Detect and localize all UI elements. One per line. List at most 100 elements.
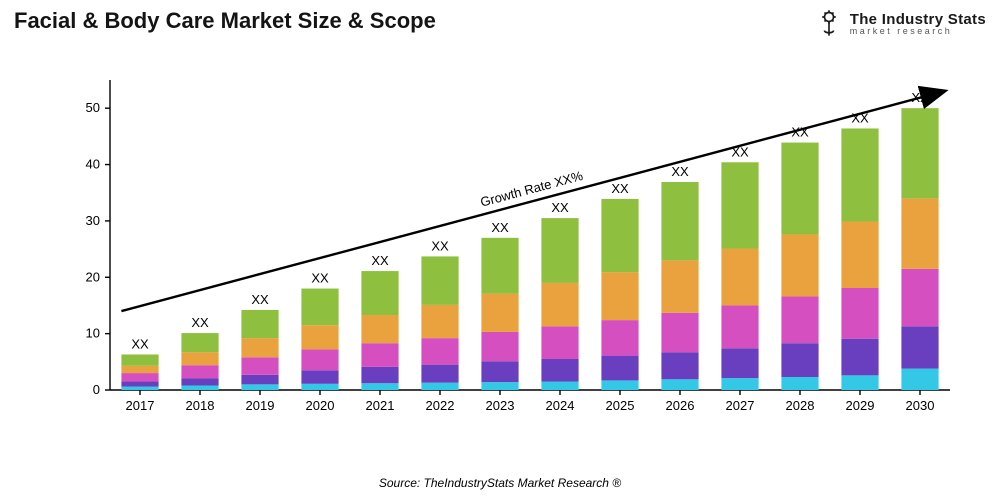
svg-text:2029: 2029 — [846, 398, 875, 413]
bar-segment — [301, 384, 338, 390]
bar-segment — [841, 339, 878, 376]
bar-segment — [901, 269, 938, 326]
bar-segment — [361, 271, 398, 315]
bar-segment — [241, 375, 278, 385]
bar-value-label: XX — [551, 200, 569, 215]
bar-segment — [361, 367, 398, 383]
bar-segment — [121, 387, 158, 390]
svg-text:40: 40 — [86, 157, 100, 172]
svg-text:2017: 2017 — [126, 398, 155, 413]
svg-text:30: 30 — [86, 213, 100, 228]
bar-segment — [781, 143, 818, 235]
bar-segment — [421, 383, 458, 390]
source-caption: Source: TheIndustryStats Market Research… — [0, 476, 1000, 490]
logo-line1: The Industry Stats — [850, 11, 986, 28]
bar-segment — [241, 384, 278, 390]
bar-segment — [241, 338, 278, 357]
svg-text:0: 0 — [93, 382, 100, 397]
growth-arrow — [121, 91, 944, 311]
bar-segment — [361, 383, 398, 390]
bar-segment — [181, 333, 218, 352]
bar-value-label: XX — [371, 253, 389, 268]
growth-rate-label: Growth Rate XX% — [479, 168, 585, 210]
bar-segment — [361, 343, 398, 367]
bar-segment — [361, 315, 398, 343]
bar-segment — [721, 378, 758, 390]
bar-segment — [601, 272, 638, 320]
svg-text:2030: 2030 — [906, 398, 935, 413]
bar-value-label: XX — [311, 271, 329, 286]
bar-segment — [601, 199, 638, 272]
bar-chart: 01020304050USD Million201720182019202020… — [80, 70, 960, 440]
bar-segment — [541, 218, 578, 283]
bar-segment — [481, 361, 518, 382]
bar-value-label: XX — [611, 181, 629, 196]
bar-segment — [181, 378, 218, 385]
bar-segment — [721, 305, 758, 348]
bar-segment — [781, 343, 818, 377]
bar-segment — [721, 249, 758, 306]
bar-segment — [481, 238, 518, 294]
bar-segment — [121, 373, 158, 381]
svg-text:20: 20 — [86, 269, 100, 284]
bar-segment — [901, 326, 938, 368]
bar-segment — [421, 338, 458, 364]
svg-text:2025: 2025 — [606, 398, 635, 413]
bar-segment — [181, 385, 218, 390]
bar-segment — [481, 382, 518, 390]
svg-text:10: 10 — [86, 326, 100, 341]
svg-text:2019: 2019 — [246, 398, 275, 413]
svg-text:50: 50 — [86, 100, 100, 115]
bar-value-label: XX — [491, 220, 509, 235]
bar-segment — [481, 294, 518, 332]
bar-segment — [721, 348, 758, 378]
bar-segment — [721, 162, 758, 248]
bar-segment — [481, 332, 518, 361]
brand-logo: The Industry Stats market research — [814, 8, 986, 38]
bar-segment — [901, 198, 938, 268]
bar-segment — [841, 128, 878, 221]
bar-segment — [301, 349, 338, 370]
chart-title: Facial & Body Care Market Size & Scope — [14, 8, 436, 34]
gear-icon — [814, 8, 844, 38]
bar-segment — [301, 325, 338, 349]
bar-segment — [601, 320, 638, 356]
bar-segment — [661, 352, 698, 379]
svg-text:2026: 2026 — [666, 398, 695, 413]
svg-text:2023: 2023 — [486, 398, 515, 413]
bar-segment — [421, 256, 458, 304]
bar-value-label: XX — [191, 315, 209, 330]
bar-segment — [121, 354, 158, 365]
bar-segment — [121, 382, 158, 387]
bar-segment — [841, 288, 878, 339]
bar-value-label: XX — [251, 292, 269, 307]
bar-segment — [541, 359, 578, 382]
svg-text:2027: 2027 — [726, 398, 755, 413]
bar-segment — [901, 108, 938, 198]
bar-segment — [781, 234, 818, 296]
bar-segment — [241, 357, 278, 374]
svg-text:2018: 2018 — [186, 398, 215, 413]
bar-segment — [541, 283, 578, 326]
bar-value-label: XX — [431, 238, 449, 253]
bar-segment — [661, 313, 698, 352]
bar-value-label: XX — [131, 336, 149, 351]
bar-segment — [601, 380, 638, 390]
bar-segment — [781, 377, 818, 390]
svg-text:2028: 2028 — [786, 398, 815, 413]
bar-segment — [121, 366, 158, 373]
svg-text:2024: 2024 — [546, 398, 575, 413]
bar-segment — [301, 289, 338, 326]
bar-value-label: XX — [671, 164, 689, 179]
bar-segment — [661, 182, 698, 260]
bar-segment — [661, 260, 698, 312]
bar-segment — [841, 221, 878, 288]
bar-segment — [241, 310, 278, 338]
bar-segment — [541, 382, 578, 390]
bar-segment — [181, 365, 218, 378]
bar-segment — [901, 369, 938, 390]
bar-segment — [661, 379, 698, 390]
bar-segment — [421, 305, 458, 338]
svg-text:2021: 2021 — [366, 398, 395, 413]
svg-text:2022: 2022 — [426, 398, 455, 413]
